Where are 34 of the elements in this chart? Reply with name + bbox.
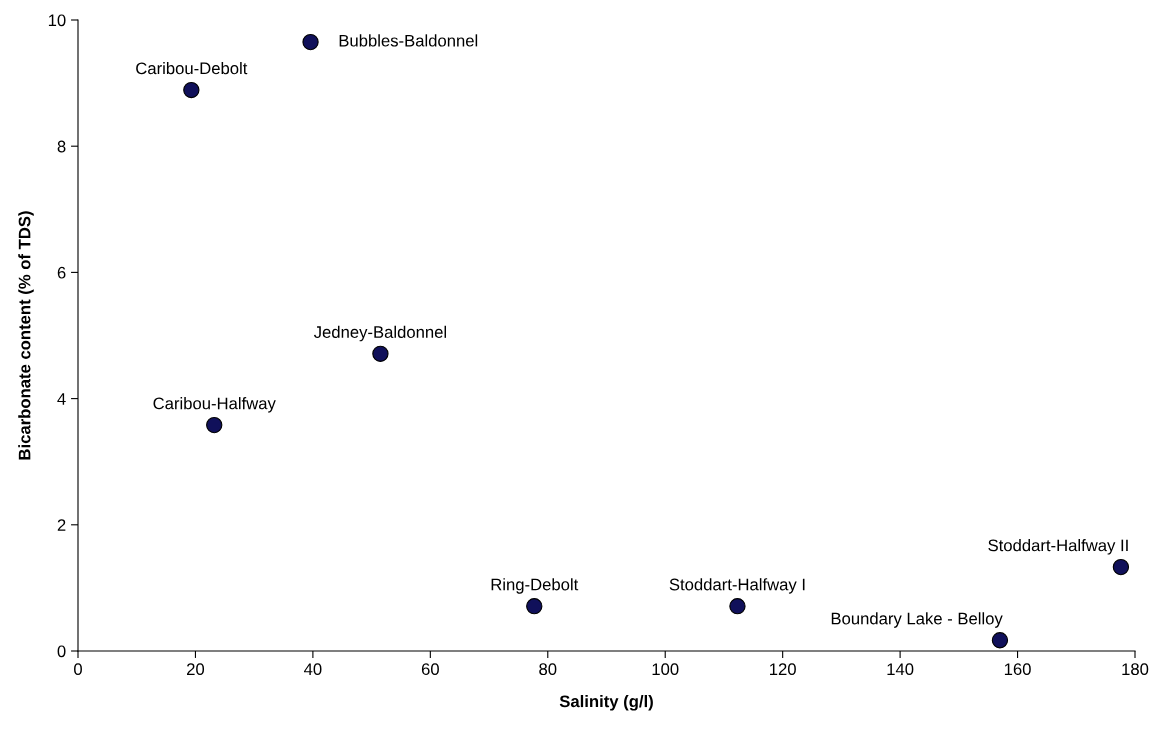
x-tick-label: 40 <box>304 663 322 676</box>
annotation: Boundary Lake - Belloy <box>831 612 1003 628</box>
y-tick-label: 4 <box>57 393 66 405</box>
x-tick-label: 60 <box>421 663 439 676</box>
x-axis-title: Salinity (g/l) <box>559 695 653 711</box>
annotation: Ring-Debolt <box>491 578 579 594</box>
point <box>206 416 223 434</box>
annotation: Bubbles-Baldonnel <box>339 34 478 47</box>
point <box>302 33 319 51</box>
annotation: Stoddart-Halfway I <box>669 578 805 594</box>
x-tick-label: 100 <box>652 663 679 676</box>
annotation: Jedney-Baldonnel <box>313 325 447 342</box>
y-tick-label: 8 <box>57 140 66 153</box>
x-tick-label: 140 <box>887 663 914 676</box>
x-tick-label: 0 <box>74 663 82 676</box>
x-tick-label: 160 <box>1004 663 1031 676</box>
x-tick-label: 80 <box>539 663 557 676</box>
point <box>729 598 746 615</box>
point <box>1112 558 1130 576</box>
y-tick-label: 6 <box>57 266 66 279</box>
x-tick-label: 20 <box>187 663 205 676</box>
annotation: Stoddart-Halfway II <box>988 539 1128 555</box>
annotation: Caribou-Debolt <box>136 62 248 75</box>
point <box>372 345 389 362</box>
y-tick-label: 0 <box>57 645 66 658</box>
point <box>183 81 200 99</box>
point <box>526 598 543 615</box>
annotation: Caribou-Halfway <box>153 397 276 413</box>
y-tick-label: 2 <box>57 519 66 531</box>
point <box>991 632 1009 649</box>
x-tick-label: 120 <box>770 663 796 676</box>
x-tick-label: 180 <box>1122 663 1149 676</box>
y-tick-label: 10 <box>48 14 66 27</box>
y-axis-title: Bicarbonate content (% of TDS) <box>18 211 34 460</box>
